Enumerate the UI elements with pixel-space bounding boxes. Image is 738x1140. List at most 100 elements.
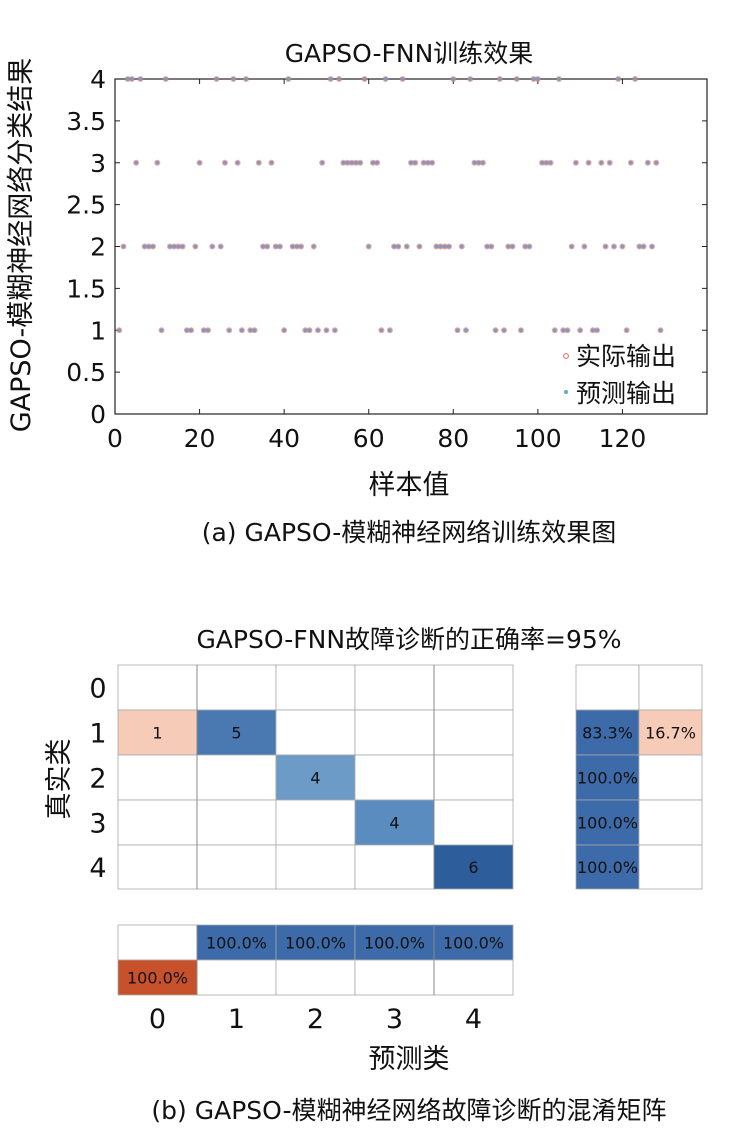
predicted-point [658,328,663,333]
predicted-point [303,328,308,333]
x-tick-label: 40 [268,424,300,453]
row-summary-value: 100.0% [577,858,638,877]
actual-point [243,76,250,83]
matrix-cell [354,799,435,846]
predicted-point [539,160,545,165]
predicted-point [375,160,380,165]
actual-point [213,76,220,83]
actual-point [365,243,372,250]
predicted-point [506,244,511,249]
scatter-x-axis-label: 样本值 [369,470,450,501]
actual-point [513,76,520,83]
column-summary-value: 100.0% [364,934,425,953]
matrix-cell-value: 4 [389,814,399,833]
actual-point [657,327,664,334]
predicted-class-label: 4 [465,1004,482,1035]
predicted-point [611,244,617,249]
predicted-point [180,244,185,249]
row-summary-value: 100.0% [577,769,638,788]
row-summary-cell [638,799,703,846]
predicted-class-label: 0 [149,1004,166,1035]
actual-point [196,159,203,166]
predicted-point [641,244,646,249]
column-summary-cell [433,924,514,961]
predicted-point [353,160,359,165]
predicted-point [396,244,401,249]
predicted-point [518,328,524,333]
predicted-point [307,328,312,333]
predicted-point [400,76,405,82]
row-summary-cell [638,709,703,756]
row-summary-cell [575,754,640,801]
actual-point [310,243,317,250]
matrix-cell [354,664,435,711]
column-summary-cell [275,959,356,996]
predicted-point [155,160,160,165]
predicted-point [163,76,168,82]
predicted-point [438,244,443,249]
actual-point [568,243,575,250]
predicted-point [370,160,376,165]
predicted-point [578,328,583,333]
predicted-point [362,76,367,82]
actual-point [649,243,656,250]
matrix-cell [433,799,514,846]
predicted-point [290,244,295,249]
column-summary-grid: 100.0% 100.0% 100.0% 100.0% 100.0% [117,924,514,996]
scatter-panel: GAPSO-FNN训练效果 0 0.5 1 1.5 2 2.5 3 3.5 4 0 20 40 60 8… [6,39,708,547]
predicted-point [442,244,447,249]
scatter-points [116,76,664,334]
actual-point [598,159,605,166]
actual-point [331,327,338,334]
actual-point [492,327,499,334]
matrix-cell [196,799,277,846]
scatter-y-axis-label: GAPSO-模糊神经网络分类结果 [6,58,37,433]
predicted-point [590,328,595,333]
predicted-point [480,160,485,165]
predicted-point [138,76,143,82]
legend-label-actual: 实际输出 [576,342,676,371]
actual-point [323,327,330,334]
actual-point [462,327,469,334]
predicted-point [277,244,283,249]
predicted-point [231,76,236,82]
x-tick-label: 100 [514,424,562,453]
predicted-point [349,160,354,165]
row-summary-value: 16.7% [645,724,696,743]
column-summary-cell [117,924,198,961]
actual-point [378,327,385,334]
actual-point [602,243,609,250]
scatter-y-axis: 0 0.5 1 1.5 2 2.5 3 3.5 4 [66,65,707,429]
confusion-title: GAPSO-FNN故障诊断的正确率=95% [196,625,621,654]
actual-point [399,76,406,83]
actual-point [386,327,393,334]
actual-point [610,243,617,250]
predicted-point [341,160,346,165]
matrix-cell [275,844,356,890]
legend-marker-predicted [564,390,568,394]
predicted-point [599,160,604,165]
scatter-x-axis: 0 20 40 60 80 100 120 [107,79,646,453]
predicted-point [501,328,507,333]
predicted-point [425,160,431,165]
confusion-caption: (b) GAPSO-模糊神经网络故障诊断的混淆矩阵 [151,1096,666,1125]
actual-point [382,76,389,83]
matrix-cell [117,799,198,846]
predicted-point [455,328,460,333]
scatter-caption: (a) GAPSO-模糊神经网络训练效果图 [202,518,617,547]
predicted-point [573,160,579,165]
true-class-label: 0 [89,674,106,705]
actual-point [319,159,326,166]
actual-point [403,243,410,250]
predicted-point [142,244,147,249]
row-summary-cell [638,754,703,801]
column-summary-cell [275,924,356,961]
predicted-point [256,160,261,165]
predicted-point [121,244,126,249]
actual-point [133,159,140,166]
column-summary-cell [354,959,435,996]
actual-point [285,76,292,83]
legend-label-predicted: 预测输出 [576,379,676,408]
predicted-point [129,76,135,82]
